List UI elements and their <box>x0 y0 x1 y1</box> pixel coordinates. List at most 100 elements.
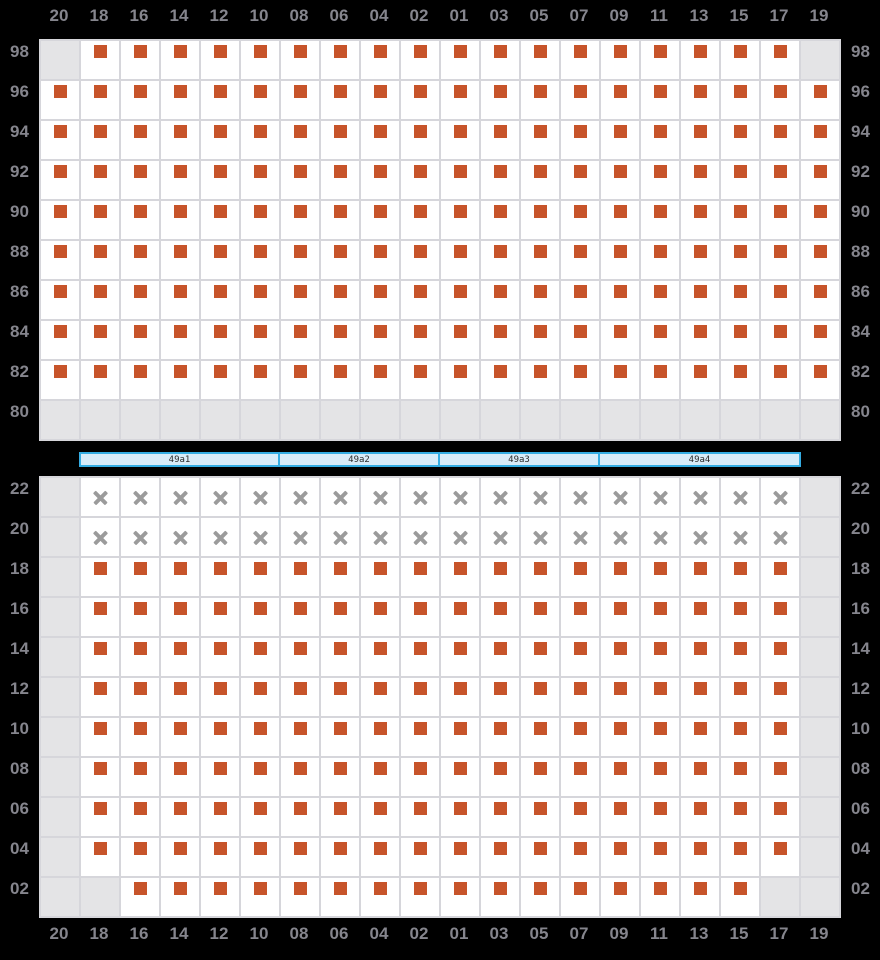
cell-04-17[interactable] <box>760 837 800 877</box>
cell-16-08[interactable] <box>280 597 320 637</box>
cell-88-02[interactable] <box>400 240 440 280</box>
cell-16-04[interactable] <box>360 597 400 637</box>
cell-10-13[interactable] <box>680 717 720 757</box>
cell-92-10[interactable] <box>240 160 280 200</box>
cell-08-04[interactable] <box>360 757 400 797</box>
cell-06-02[interactable] <box>400 797 440 837</box>
cell-18-10[interactable] <box>240 557 280 597</box>
cell-88-20[interactable] <box>40 240 80 280</box>
cell-92-06[interactable] <box>320 160 360 200</box>
cell-04-18[interactable] <box>80 837 120 877</box>
cell-12-03[interactable] <box>480 677 520 717</box>
cell-20-12[interactable] <box>200 517 240 557</box>
cell-08-12[interactable] <box>200 757 240 797</box>
cell-98-04[interactable] <box>360 40 400 80</box>
cell-90-08[interactable] <box>280 200 320 240</box>
cell-84-02[interactable] <box>400 320 440 360</box>
cell-94-09[interactable] <box>600 120 640 160</box>
cell-96-11[interactable] <box>640 80 680 120</box>
cell-92-14[interactable] <box>160 160 200 200</box>
cell-96-17[interactable] <box>760 80 800 120</box>
cell-22-18[interactable] <box>80 477 120 517</box>
cell-90-17[interactable] <box>760 200 800 240</box>
cell-10-03[interactable] <box>480 717 520 757</box>
cell-90-11[interactable] <box>640 200 680 240</box>
cell-94-17[interactable] <box>760 120 800 160</box>
cell-92-16[interactable] <box>120 160 160 200</box>
cell-18-16[interactable] <box>120 557 160 597</box>
cell-90-20[interactable] <box>40 200 80 240</box>
cell-02-03[interactable] <box>480 877 520 917</box>
cell-06-15[interactable] <box>720 797 760 837</box>
cell-86-20[interactable] <box>40 280 80 320</box>
cell-16-11[interactable] <box>640 597 680 637</box>
cell-20-15[interactable] <box>720 517 760 557</box>
cell-02-08[interactable] <box>280 877 320 917</box>
cell-10-02[interactable] <box>400 717 440 757</box>
cell-10-09[interactable] <box>600 717 640 757</box>
cell-86-14[interactable] <box>160 280 200 320</box>
cell-16-07[interactable] <box>560 597 600 637</box>
cell-98-03[interactable] <box>480 40 520 80</box>
cell-98-17[interactable] <box>760 40 800 80</box>
cell-88-13[interactable] <box>680 240 720 280</box>
cell-16-17[interactable] <box>760 597 800 637</box>
hatch-cover-49a1[interactable]: 49a1 <box>81 454 280 465</box>
cell-20-04[interactable] <box>360 517 400 557</box>
cell-16-18[interactable] <box>80 597 120 637</box>
cell-16-05[interactable] <box>520 597 560 637</box>
cell-06-11[interactable] <box>640 797 680 837</box>
cell-04-12[interactable] <box>200 837 240 877</box>
cell-14-07[interactable] <box>560 637 600 677</box>
cell-10-14[interactable] <box>160 717 200 757</box>
cell-88-16[interactable] <box>120 240 160 280</box>
cell-98-08[interactable] <box>280 40 320 80</box>
cell-82-08[interactable] <box>280 360 320 400</box>
cell-12-06[interactable] <box>320 677 360 717</box>
cell-10-05[interactable] <box>520 717 560 757</box>
cell-12-14[interactable] <box>160 677 200 717</box>
cell-98-14[interactable] <box>160 40 200 80</box>
cell-90-19[interactable] <box>800 200 840 240</box>
cell-86-19[interactable] <box>800 280 840 320</box>
cell-84-13[interactable] <box>680 320 720 360</box>
cell-92-20[interactable] <box>40 160 80 200</box>
cell-90-12[interactable] <box>200 200 240 240</box>
cell-90-14[interactable] <box>160 200 200 240</box>
cell-94-18[interactable] <box>80 120 120 160</box>
cell-02-07[interactable] <box>560 877 600 917</box>
cell-92-13[interactable] <box>680 160 720 200</box>
cell-86-04[interactable] <box>360 280 400 320</box>
cell-94-06[interactable] <box>320 120 360 160</box>
cell-22-09[interactable] <box>600 477 640 517</box>
cell-12-09[interactable] <box>600 677 640 717</box>
cell-84-07[interactable] <box>560 320 600 360</box>
cell-94-11[interactable] <box>640 120 680 160</box>
cell-84-14[interactable] <box>160 320 200 360</box>
cell-82-20[interactable] <box>40 360 80 400</box>
cell-84-19[interactable] <box>800 320 840 360</box>
cell-90-16[interactable] <box>120 200 160 240</box>
cell-16-12[interactable] <box>200 597 240 637</box>
cell-20-14[interactable] <box>160 517 200 557</box>
cell-06-16[interactable] <box>120 797 160 837</box>
cell-18-04[interactable] <box>360 557 400 597</box>
cell-02-15[interactable] <box>720 877 760 917</box>
cell-82-01[interactable] <box>440 360 480 400</box>
cell-06-07[interactable] <box>560 797 600 837</box>
cell-82-03[interactable] <box>480 360 520 400</box>
cell-82-18[interactable] <box>80 360 120 400</box>
cell-88-17[interactable] <box>760 240 800 280</box>
cell-84-08[interactable] <box>280 320 320 360</box>
cell-88-09[interactable] <box>600 240 640 280</box>
cell-18-09[interactable] <box>600 557 640 597</box>
cell-88-01[interactable] <box>440 240 480 280</box>
cell-04-09[interactable] <box>600 837 640 877</box>
cell-18-13[interactable] <box>680 557 720 597</box>
hatch-cover-49a4[interactable]: 49a4 <box>600 454 799 465</box>
cell-10-15[interactable] <box>720 717 760 757</box>
cell-94-15[interactable] <box>720 120 760 160</box>
cell-10-04[interactable] <box>360 717 400 757</box>
cell-88-06[interactable] <box>320 240 360 280</box>
cell-96-04[interactable] <box>360 80 400 120</box>
